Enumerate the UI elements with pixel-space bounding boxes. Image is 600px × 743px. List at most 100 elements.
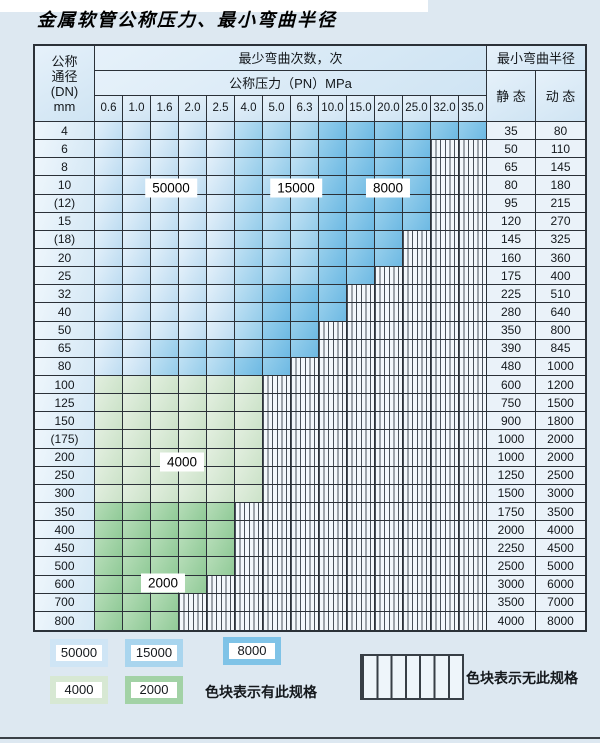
static-value: 900 <box>487 412 536 431</box>
spec-cell-no-spec <box>263 375 291 395</box>
spec-cell-no-spec <box>431 521 459 540</box>
spec-cell-no-spec <box>459 521 487 540</box>
spec-cell-cycles <box>123 321 151 340</box>
spec-cell-no-spec <box>431 539 459 558</box>
spec-cell-no-spec <box>459 357 487 376</box>
dn-cell: 80 <box>35 357 95 376</box>
spec-cell-cycles <box>263 321 291 340</box>
spec-cell-cycles <box>207 248 235 268</box>
spec-cell-cycles <box>207 484 235 503</box>
spec-cell-no-spec <box>263 611 291 630</box>
pressure-tick-2.5: 2.5 <box>207 96 235 122</box>
spec-cell-cycles <box>263 140 291 159</box>
spec-cell-no-spec <box>263 521 291 540</box>
static-value: 1000 <box>487 430 536 449</box>
spec-cell-no-spec <box>375 321 403 340</box>
spec-cell-no-spec <box>459 412 487 431</box>
spec-cell-no-spec <box>431 394 459 413</box>
spec-cell-cycles <box>95 212 123 231</box>
spec-cell-no-spec <box>291 575 319 594</box>
spec-cell-cycles <box>151 593 179 612</box>
spec-cell-cycles <box>95 593 123 612</box>
top-white-strip <box>0 0 428 12</box>
spec-cell-cycles <box>95 194 123 213</box>
spec-cell-no-spec <box>347 303 375 322</box>
spec-cell-no-spec <box>431 484 459 503</box>
spec-cell-cycles <box>235 140 263 159</box>
spec-cell-no-spec <box>459 430 487 449</box>
dn-cell: 4 <box>35 122 95 141</box>
dynamic-value: 145 <box>536 158 585 177</box>
dn-cell: 150 <box>35 412 95 431</box>
header-static: 静 态 <box>487 71 536 122</box>
spec-cell-no-spec <box>347 502 375 522</box>
spec-cell-cycles <box>319 303 347 322</box>
dn-cell: 350 <box>35 502 95 522</box>
spec-cell-no-spec <box>403 230 431 249</box>
spec-cell-cycles <box>207 502 235 522</box>
static-value: 160 <box>487 248 536 268</box>
spec-cell-no-spec <box>403 285 431 304</box>
spec-cell-no-spec <box>403 557 431 576</box>
spec-cell-cycles <box>123 539 151 558</box>
spec-cell-cycles <box>291 140 319 159</box>
dn-cell: (12) <box>35 194 95 213</box>
spec-cell-cycles <box>459 122 487 141</box>
spec-cell-cycles <box>95 412 123 431</box>
spec-cell-no-spec <box>375 502 403 522</box>
spec-cell-no-spec <box>375 448 403 467</box>
spec-cell-no-spec <box>403 339 431 358</box>
dynamic-value: 1800 <box>536 412 585 431</box>
spec-cell-cycles <box>123 194 151 213</box>
spec-cell-cycles <box>263 267 291 286</box>
dn-cell: 50 <box>35 321 95 340</box>
spec-cell-cycles <box>235 430 263 449</box>
spec-cell-cycles <box>235 122 263 141</box>
static-value: 1500 <box>487 484 536 503</box>
spec-cell-cycles <box>319 176 347 195</box>
spec-cell-no-spec <box>235 557 263 576</box>
spec-cell-cycles <box>179 575 207 594</box>
spec-cell-no-spec <box>375 394 403 413</box>
legend-box-2000: 2000 <box>125 676 183 704</box>
spec-cell-cycles <box>235 339 263 358</box>
legend-box-4000: 4000 <box>50 676 108 704</box>
spec-cell-no-spec <box>375 267 403 286</box>
spec-cell-no-spec <box>431 448 459 467</box>
spec-cell-no-spec <box>291 484 319 503</box>
spec-cell-cycles <box>235 230 263 249</box>
spec-cell-cycles <box>95 339 123 358</box>
dn-cell: 10 <box>35 176 95 195</box>
spec-cell-cycles <box>319 122 347 141</box>
spec-cell-no-spec <box>291 430 319 449</box>
spec-cell-cycles <box>95 357 123 376</box>
dynamic-value: 2500 <box>536 466 585 485</box>
static-value: 480 <box>487 357 536 376</box>
dynamic-value: 845 <box>536 339 585 358</box>
spec-cell-no-spec <box>347 466 375 485</box>
spec-cell-no-spec <box>431 303 459 322</box>
spec-cell-cycles <box>403 140 431 159</box>
legend-note-unavailable: 色块表示无此规格 <box>466 670 578 686</box>
spec-cell-no-spec <box>375 557 403 576</box>
spec-cell-cycles <box>235 158 263 177</box>
spec-cell-no-spec <box>403 575 431 594</box>
spec-cell-no-spec <box>291 593 319 612</box>
spec-cell-cycles <box>95 267 123 286</box>
spec-cell-cycles <box>403 212 431 231</box>
spec-cell-cycles <box>235 267 263 286</box>
dn-cell: 32 <box>35 285 95 304</box>
spec-cell-no-spec <box>459 466 487 485</box>
spec-cell-cycles <box>263 357 291 376</box>
spec-cell-no-spec <box>347 557 375 576</box>
spec-cell-cycles <box>375 230 403 249</box>
dynamic-value: 5000 <box>536 557 585 576</box>
spec-cell-no-spec <box>375 521 403 540</box>
spec-cell-cycles <box>179 521 207 540</box>
static-value: 95 <box>487 194 536 213</box>
spec-cell-no-spec <box>347 611 375 630</box>
spec-cell-cycles <box>347 122 375 141</box>
page-title: 金属软管公称压力、最小弯曲半径 <box>37 10 337 31</box>
legend-box-50000: 50000 <box>50 639 108 667</box>
